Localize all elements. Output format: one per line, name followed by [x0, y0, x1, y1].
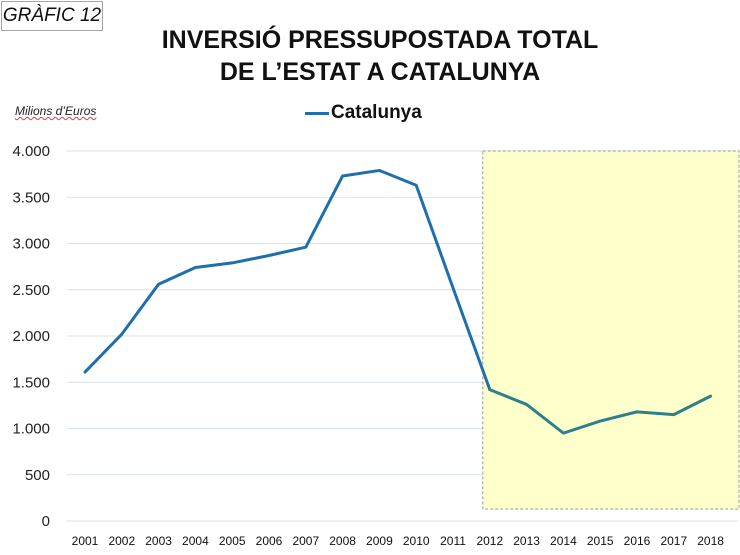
x-tick-label: 2003 — [145, 534, 172, 548]
x-tick-label: 2018 — [697, 534, 724, 548]
x-tick-label: 2007 — [292, 534, 319, 548]
chart-title-line-2: DE L’ESTAT A CATALUNYA — [219, 58, 541, 86]
data-point — [452, 286, 455, 289]
x-tick-label: 2014 — [550, 534, 577, 548]
x-tick-label: 2011 — [440, 534, 466, 548]
x-tick-label: 2012 — [476, 534, 503, 548]
data-point — [194, 266, 197, 269]
x-tick-label: 2006 — [256, 534, 283, 548]
x-tick-label: 2010 — [403, 534, 430, 548]
x-tick-label: 2009 — [366, 534, 393, 548]
legend-swatch — [305, 111, 329, 115]
y-tick-label: 3.500 — [12, 189, 50, 206]
data-point — [525, 403, 528, 406]
data-point — [157, 283, 160, 286]
data-point — [120, 333, 123, 336]
data-point — [304, 246, 307, 249]
highlight-region — [482, 150, 740, 510]
series-line-catalunya — [83, 168, 492, 392]
y-tick-label: 4.000 — [12, 143, 50, 160]
chart-title: INVERSIÓ PRESSUPOSTADA TOTAL DE L’ESTAT … — [130, 24, 630, 88]
y-tick-label: 2.000 — [12, 328, 50, 345]
legend: Catalunya — [305, 102, 422, 124]
x-tick-label: 2008 — [329, 534, 356, 548]
y-tick-label: 2.500 — [12, 282, 50, 299]
data-point — [231, 261, 234, 264]
y-tick-label: 1.500 — [12, 374, 50, 391]
data-point — [636, 410, 639, 413]
y-tick-label: 1.000 — [12, 421, 50, 438]
x-tick-label: 2002 — [108, 534, 135, 548]
chart-title-line-1: INVERSIÓ PRESSUPOSTADA TOTAL — [161, 26, 599, 54]
x-tick-label: 2015 — [587, 534, 614, 548]
x-tick-label: 2016 — [624, 534, 651, 548]
data-point — [415, 184, 418, 187]
y-axis-unit-label: Milions d’Euros — [15, 104, 97, 118]
x-tick-label: 2017 — [660, 534, 687, 548]
data-point — [341, 174, 344, 177]
data-point — [268, 254, 271, 257]
y-tick-label: 0 — [42, 513, 50, 530]
x-tick-label: 2004 — [182, 534, 209, 548]
data-point — [562, 432, 565, 435]
data-point — [672, 413, 675, 416]
data-point — [84, 371, 87, 374]
data-point — [599, 420, 602, 423]
x-tick-label: 2001 — [72, 534, 99, 548]
legend-label-catalunya: Catalunya — [331, 102, 422, 123]
x-tick-label: 2005 — [219, 534, 246, 548]
y-tick-label: 500 — [25, 467, 50, 484]
data-point — [378, 169, 381, 172]
data-point — [709, 395, 712, 398]
x-tick-label: 2013 — [513, 534, 540, 548]
chart-number-badge: GRÀFIC 12 — [1, 1, 103, 31]
series-line-catalunya-highlighted — [488, 388, 713, 435]
data-point — [488, 388, 491, 391]
y-tick-label: 3.000 — [12, 236, 50, 253]
